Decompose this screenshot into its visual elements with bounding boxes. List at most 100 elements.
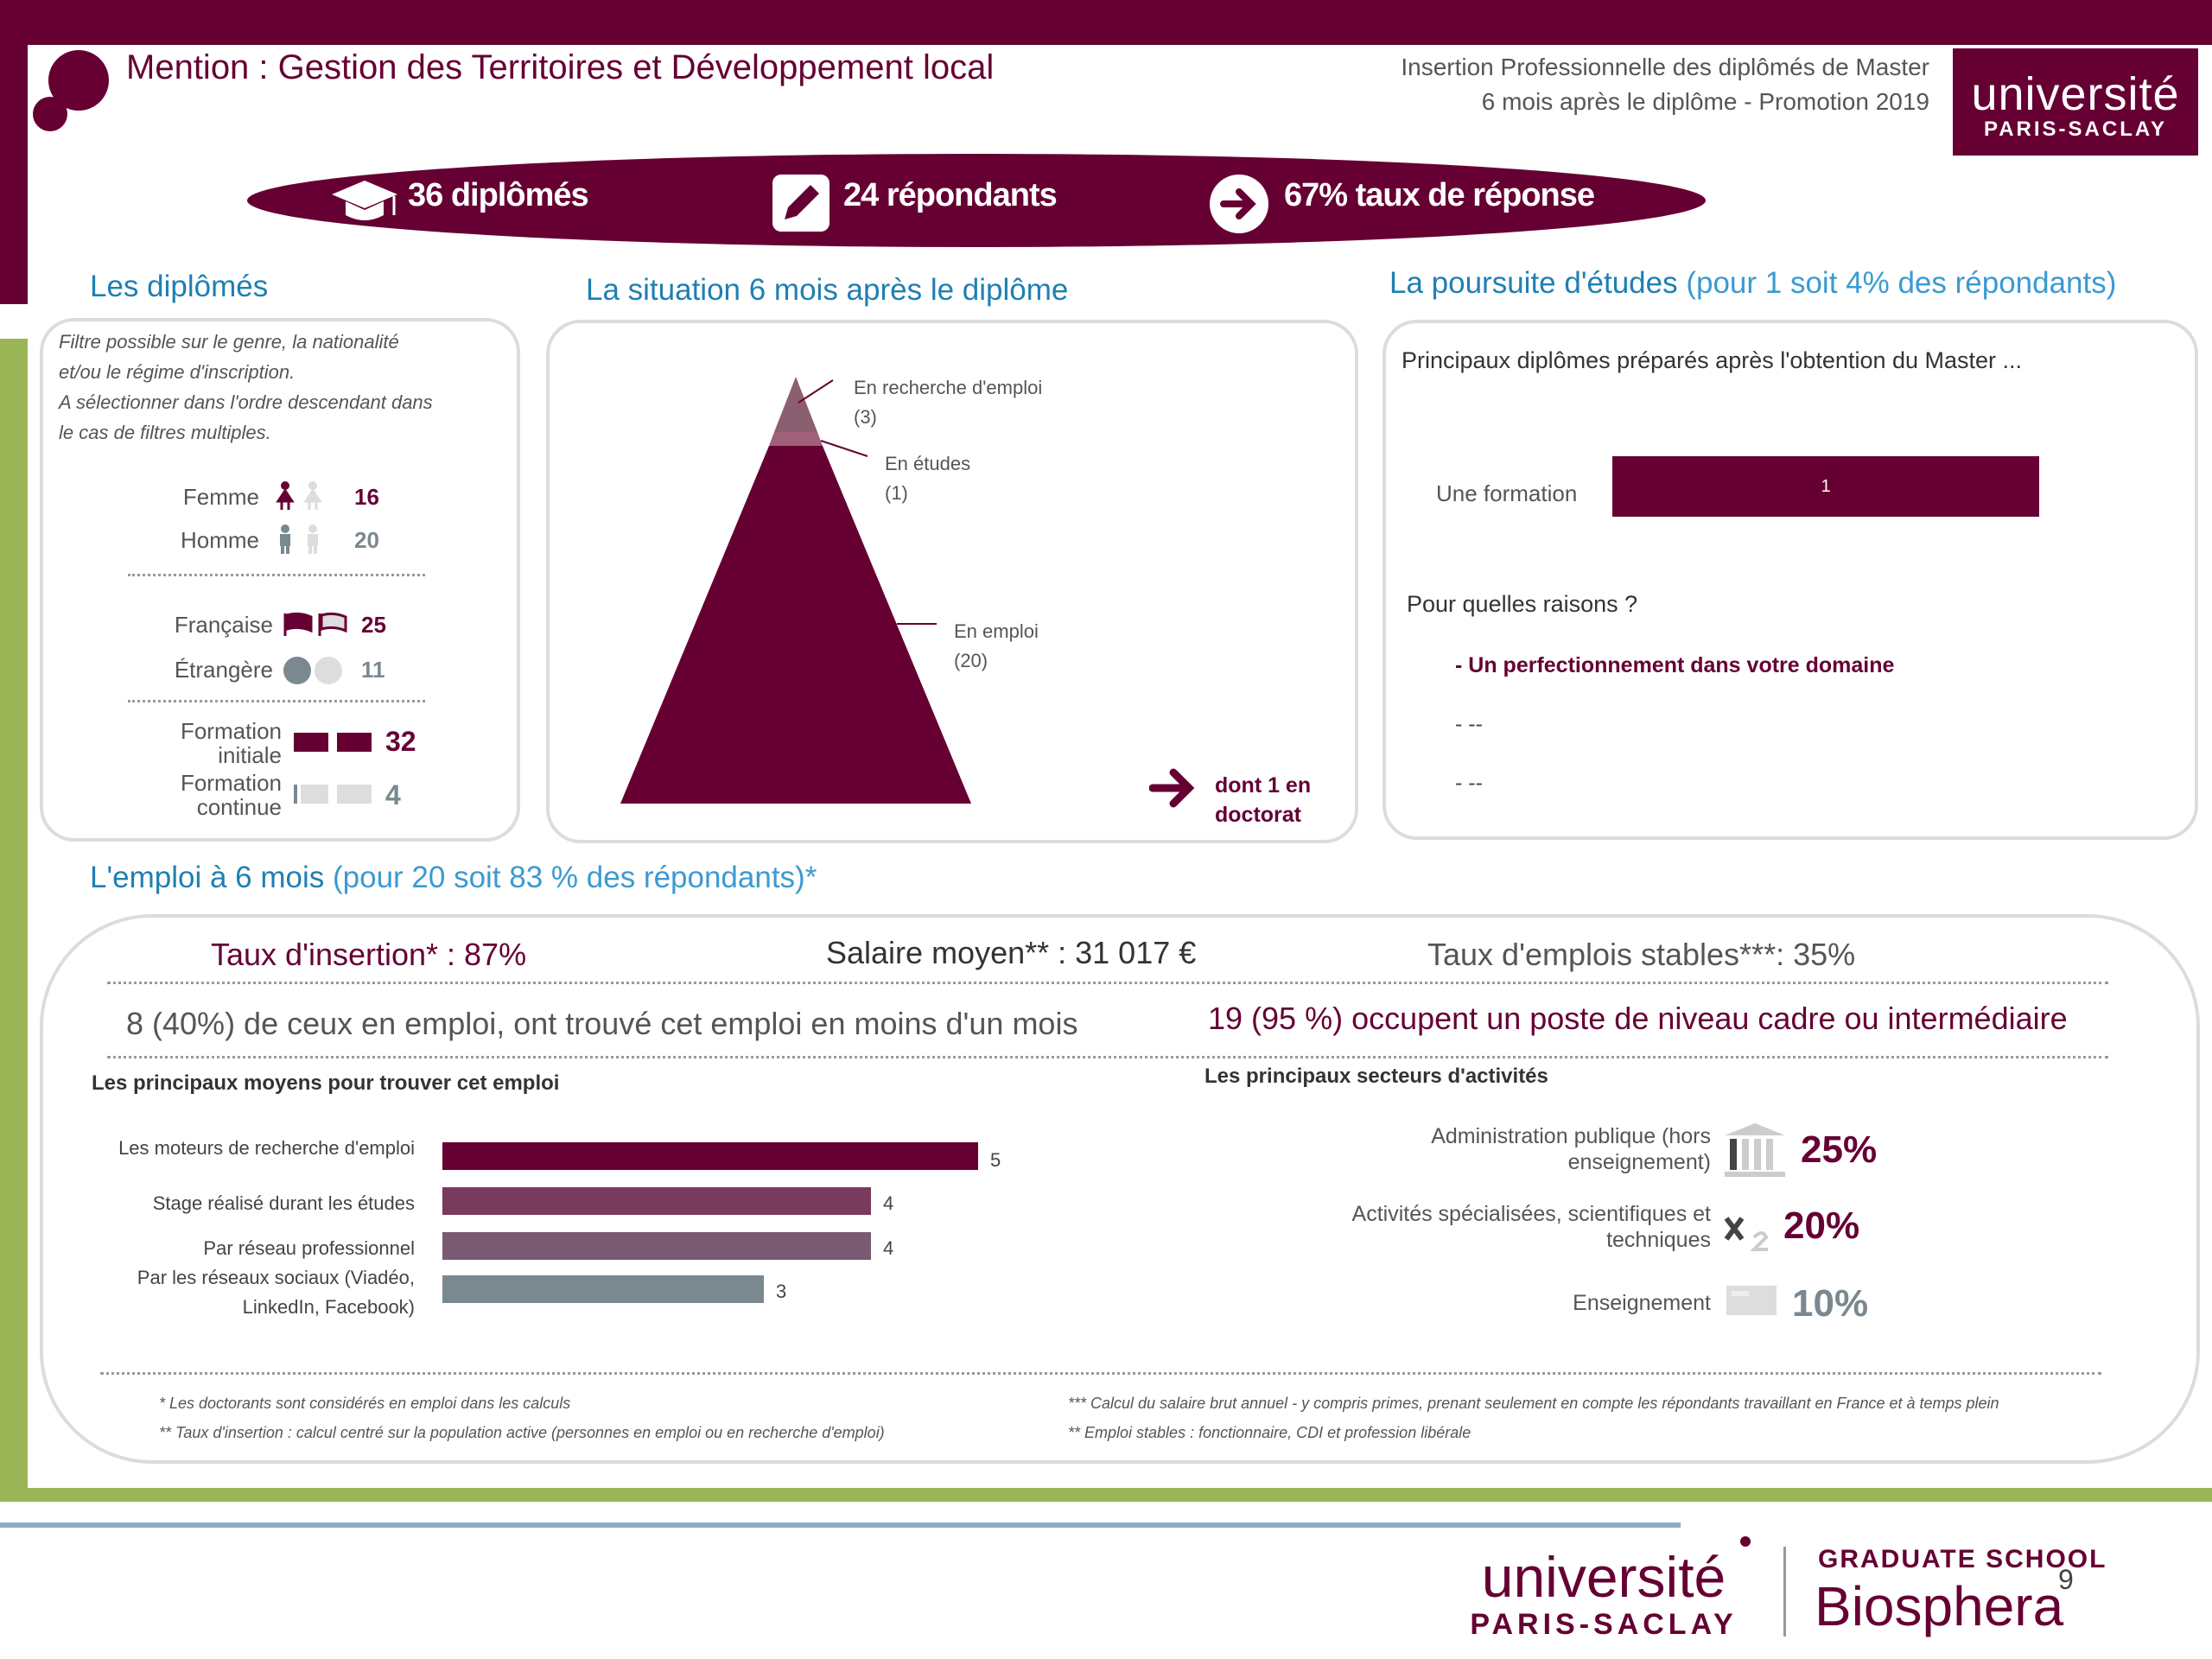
- arrow-right-circle-icon: [1210, 175, 1268, 233]
- pyramid-recherche: [774, 377, 817, 432]
- left-bar-bottom: [0, 339, 28, 1501]
- logo-text-top: université: [1971, 68, 2180, 120]
- logo-text-bottom: PARIS-SACLAY: [1983, 118, 2168, 141]
- label-etrangere: Étrangère: [174, 657, 273, 683]
- pyramid-etudes: [769, 432, 823, 446]
- stat-response-rate: 67% taux de réponse: [1284, 177, 1595, 213]
- value-etrangere: 11: [361, 657, 385, 683]
- divider: [107, 1056, 2108, 1058]
- left-bar-top: [0, 45, 28, 304]
- secteur-value: 20%: [1783, 1205, 1860, 1247]
- value-formation-continue: 4: [385, 779, 401, 810]
- data-label: 5: [990, 1149, 1001, 1171]
- label-line: doctorat: [1215, 803, 1301, 827]
- poursuite-question: Principaux diplômes préparés après l'obt…: [1402, 347, 2023, 373]
- page-number: 9: [2058, 1564, 2074, 1595]
- label-emploi: En emploi (20): [954, 617, 1039, 676]
- bottom-bar: [0, 1488, 2212, 1502]
- value-formation-initiale: 32: [385, 726, 416, 757]
- tick-label: Stage réalisé durant les études: [152, 1192, 415, 1214]
- universite-logo: université PARIS-SACLAY: [1953, 48, 2198, 156]
- section-title-poursuite: La poursuite d'études (pour 1 soit 4% de…: [1389, 266, 2116, 301]
- panel-diplomes: [40, 318, 520, 842]
- reasons-title: Pour quelles raisons ?: [1407, 591, 1638, 617]
- salaire-moyen: Salaire moyen** : 31 017 €: [826, 935, 1197, 970]
- graduation-cap-icon: [332, 181, 397, 220]
- divider: [128, 700, 425, 702]
- diploma-grey-icon: [294, 785, 372, 804]
- label-line: En emploi: [954, 620, 1039, 642]
- page-title: Mention : Gestion des Territoires et Dév…: [126, 48, 995, 86]
- moins-un-mois: 8 (40%) de ceux en emploi, ont trouvé ce…: [126, 1006, 1078, 1041]
- filter-note-line: Filtre possible sur le genre, la nationa…: [59, 331, 399, 353]
- stat-respondents: 24 répondants: [843, 177, 1058, 213]
- bar-moyen: [442, 1142, 978, 1170]
- male-icon: [280, 524, 318, 554]
- divider: [100, 1372, 2101, 1375]
- value-etudes: (1): [885, 482, 908, 504]
- label-femme: Femme: [182, 484, 259, 510]
- poursuite-bar-value: 1: [1821, 477, 1831, 496]
- doctorat-note: dont 1 en doctorat: [1215, 771, 1311, 830]
- value-femme: 16: [354, 484, 379, 510]
- taux-insertion: Taux d'insertion* : 87%: [211, 937, 527, 972]
- tick-label: Les moteurs de recherche d'emploi: [118, 1137, 415, 1159]
- blackboard-icon: [1726, 1286, 1777, 1315]
- title-main: L'emploi à 6 mois: [90, 861, 325, 894]
- biosphera-label: Biosphera: [1815, 1575, 2064, 1637]
- globe-icon: [283, 657, 342, 684]
- reason-item: - Un perfectionnement dans votre domaine: [1455, 653, 1895, 677]
- footer-logo-top: université: [1481, 1545, 1726, 1609]
- label-line: techniques: [1606, 1228, 1711, 1252]
- reason-item: - --: [1455, 771, 1483, 795]
- label-line: En recherche d'emploi: [854, 377, 1043, 398]
- pyramid-emploi: [620, 446, 971, 804]
- diploma-icon: [294, 733, 372, 752]
- label-line: Formation: [180, 718, 282, 744]
- secteur-label: Enseignement: [1573, 1291, 1711, 1315]
- label-homme: Homme: [180, 527, 259, 553]
- section-title-emploi: L'emploi à 6 mois (pour 20 soit 83 % des…: [90, 861, 817, 895]
- section-title-diplomes: Les diplômés: [90, 270, 269, 303]
- tick-label: Par réseau professionnel: [203, 1237, 415, 1259]
- secteur-label: Activités spécialisées, scientifiques et…: [1279, 1201, 1711, 1253]
- logo-circle-small-icon: [33, 97, 67, 131]
- arrow-right-icon: [1149, 768, 1195, 808]
- tick-label: Par les réseaux sociaux (Viadéo, LinkedI…: [137, 1267, 415, 1318]
- label-line: Activités spécialisées, scientifiques et: [1351, 1202, 1711, 1226]
- reason-item: - --: [1455, 712, 1483, 736]
- moyens-title: Les principaux moyens pour trouver cet e…: [92, 1071, 560, 1095]
- footnote: *** Calcul du salaire brut annuel - y co…: [1068, 1395, 1999, 1412]
- filter-note-line: et/ou le régime d'inscription.: [59, 361, 296, 383]
- secteur-value: 10%: [1792, 1282, 1869, 1325]
- secteur-label: Administration publique (hors enseigneme…: [1279, 1123, 1711, 1175]
- label-line: En études: [885, 453, 971, 474]
- label-recherche: En recherche d'emploi (3): [854, 373, 1042, 432]
- blue-divider: [0, 1522, 1681, 1528]
- bar-moyen: [442, 1275, 764, 1303]
- secteurs-title: Les principaux secteurs d'activités: [1205, 1065, 1548, 1088]
- label-line: enseignement): [1567, 1150, 1711, 1174]
- footer-logo-bottom: PARIS-SACLAY: [1470, 1608, 1738, 1641]
- value-homme: 20: [354, 527, 379, 553]
- label-francaise: Française: [174, 612, 273, 638]
- female-icon: [276, 481, 322, 510]
- data-label: 4: [883, 1192, 894, 1214]
- niveau-cadre: 19 (95 %) occupent un poste de niveau ca…: [1208, 1001, 2068, 1036]
- flag-icon: [283, 612, 347, 636]
- label-etudes: En études (1): [885, 449, 970, 508]
- data-label: 3: [776, 1281, 787, 1302]
- label-formation-initiale: Formation initiale: [152, 719, 282, 767]
- label-formation-continue: Formation continue: [152, 771, 282, 819]
- building-icon: [1725, 1123, 1785, 1177]
- data-label: 4: [883, 1237, 894, 1259]
- label-line: continue: [196, 794, 282, 820]
- divider: [128, 574, 425, 576]
- footer-divider: [1783, 1547, 1786, 1637]
- title-main: La poursuite d'études: [1389, 266, 1678, 300]
- value-emploi: (20): [954, 650, 988, 671]
- logo-dot-icon: [1740, 1536, 1751, 1547]
- pyramid-chart: [620, 377, 971, 804]
- top-bar: [0, 0, 2212, 45]
- taux-stables: Taux d'emplois stables***: 35%: [1427, 937, 1856, 972]
